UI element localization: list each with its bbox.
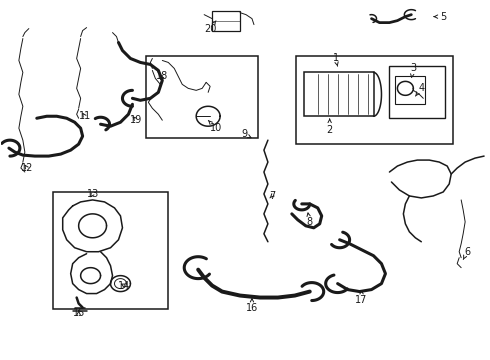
Text: 8: 8: [307, 213, 313, 227]
Bar: [147, 57, 258, 138]
Text: 7: 7: [269, 191, 275, 201]
Text: 12: 12: [21, 163, 33, 173]
Bar: [212, 11, 240, 31]
Bar: [304, 72, 373, 116]
Text: 19: 19: [130, 115, 143, 125]
Text: 14: 14: [119, 280, 131, 291]
Text: 13: 13: [86, 189, 98, 199]
Bar: [296, 57, 453, 144]
Bar: [53, 192, 168, 310]
Text: 6: 6: [463, 247, 470, 260]
Text: 9: 9: [241, 129, 251, 139]
Text: 11: 11: [78, 111, 91, 121]
Text: 2: 2: [326, 119, 333, 135]
Text: 15: 15: [73, 309, 85, 319]
Text: 1: 1: [333, 54, 339, 66]
Text: 3: 3: [410, 63, 416, 77]
Text: 17: 17: [355, 291, 368, 305]
Text: 10: 10: [208, 120, 222, 133]
Text: 4: 4: [416, 84, 424, 96]
Bar: [390, 67, 445, 118]
Text: 5: 5: [434, 12, 446, 22]
Text: 16: 16: [246, 299, 258, 312]
Text: 20: 20: [204, 21, 216, 33]
Bar: [395, 76, 425, 104]
Text: 18: 18: [156, 71, 169, 81]
